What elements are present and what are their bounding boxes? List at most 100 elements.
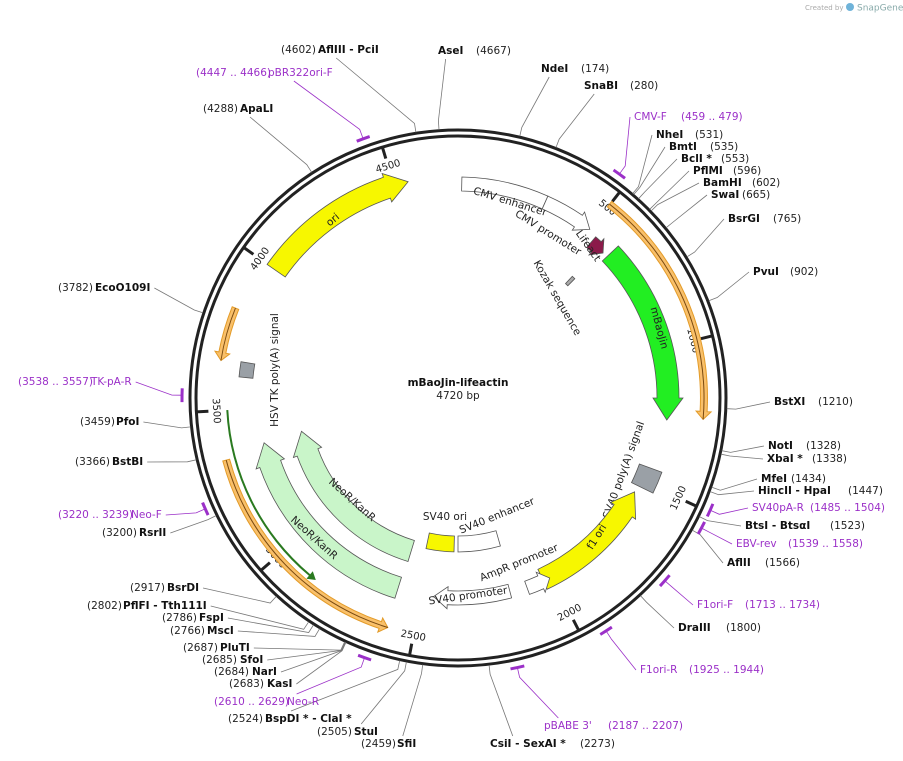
site-name: NheI xyxy=(656,129,683,141)
site-name: SfiI xyxy=(397,738,416,750)
site-name: KasI xyxy=(267,678,292,690)
highlight-line xyxy=(220,307,236,361)
site-position: (3366) xyxy=(75,456,110,468)
leader-line xyxy=(267,642,346,661)
leader-line xyxy=(633,146,666,195)
site-name: MfeI xyxy=(761,473,787,485)
feature-arrow xyxy=(541,195,591,231)
primer-name: CMV-F xyxy=(634,111,667,123)
site-name: DraIII xyxy=(678,622,711,634)
site-position: (4667) xyxy=(476,45,511,57)
primer-mark xyxy=(696,521,706,535)
feature-arrow xyxy=(630,463,663,494)
leader-line xyxy=(650,182,700,212)
primer-leader xyxy=(517,668,559,719)
site-position: (174) xyxy=(581,63,609,75)
primer-name: Neo-R xyxy=(287,696,319,708)
ruler-tick xyxy=(259,561,271,572)
leader-line xyxy=(649,170,690,210)
leader-line xyxy=(708,271,750,302)
primer-leader xyxy=(665,581,694,606)
ruler-label: 2500 xyxy=(400,629,427,645)
site-name: BstBI xyxy=(112,456,143,468)
site-position: (4288) xyxy=(203,103,238,115)
leader-line xyxy=(640,595,675,629)
site-name: SnaBI xyxy=(584,80,618,92)
site-position: (902) xyxy=(790,266,818,278)
site-name: ApaLI xyxy=(240,103,273,115)
leader-line xyxy=(711,478,758,491)
leader-line xyxy=(335,57,417,133)
site-position: (2683) xyxy=(229,678,264,690)
site-position: (2687) xyxy=(183,642,218,654)
leader-line xyxy=(665,194,708,229)
leader-line xyxy=(699,516,742,527)
ruler-tick xyxy=(380,146,388,160)
leader-line xyxy=(227,617,314,633)
site-position: (665) xyxy=(742,189,770,201)
leader-line xyxy=(170,515,217,534)
primer-name: pBABE 3' xyxy=(544,720,592,732)
primer-leader xyxy=(296,658,365,695)
primer-range: (3538 .. 3557) xyxy=(18,376,93,388)
site-name: PluTI xyxy=(220,642,250,654)
primer-name: EBV-rev xyxy=(736,538,777,550)
primer-range: (4447 .. 4466) xyxy=(196,67,271,79)
site-name: NotI xyxy=(768,440,793,452)
site-name: AseI xyxy=(438,45,463,57)
outer-ring xyxy=(188,128,728,668)
ruler-label: 4500 xyxy=(374,158,402,176)
leader-line xyxy=(290,660,401,712)
primer-range: (2187 .. 2207) xyxy=(608,720,683,732)
site-position: (2917) xyxy=(130,582,165,594)
site-position: (1338) xyxy=(812,453,847,465)
ruler-label: 3500 xyxy=(210,398,222,424)
site-name: BtsI - BtsαI xyxy=(745,520,810,532)
site-position: (602) xyxy=(752,177,780,189)
site-position: (2786) xyxy=(162,612,197,624)
site-position: (2684) xyxy=(214,666,249,678)
primer-name: F1ori-F xyxy=(697,599,733,611)
site-position: (553) xyxy=(721,153,749,165)
site-name: SfoI xyxy=(240,654,263,666)
site-position: (1800) xyxy=(726,622,761,634)
feature-arrow xyxy=(432,583,513,610)
site-name: NdeI xyxy=(541,63,568,75)
primer-mark xyxy=(201,501,210,516)
feature-arrow xyxy=(537,491,637,590)
leader-line xyxy=(692,529,724,564)
primer-leader xyxy=(710,507,749,515)
leader-line xyxy=(488,665,514,737)
ruler-tick xyxy=(685,499,698,508)
backbone xyxy=(188,128,728,668)
site-name: BspDI * - ClaI * xyxy=(265,713,352,725)
site-name: PfoI xyxy=(116,416,139,428)
site-position: (765) xyxy=(773,213,801,225)
primer-name: pBR322ori-F xyxy=(268,67,333,79)
feature-label: SV40 ori xyxy=(423,511,467,523)
feature-label: Kozak sequence xyxy=(531,258,584,337)
site-position: (2505) xyxy=(317,726,352,738)
site-position: (3200) xyxy=(102,527,137,539)
feature-arrow xyxy=(601,245,684,421)
ruler-label: 2000 xyxy=(556,602,584,624)
primer-range: (459 .. 479) xyxy=(681,111,743,123)
site-name: EcoO109I xyxy=(95,282,150,294)
site-name: CsiI - SexAI * xyxy=(490,738,566,750)
feature-arrow xyxy=(238,361,256,379)
leader-line xyxy=(437,58,447,130)
primer-leader xyxy=(165,508,205,516)
leader-line xyxy=(210,605,310,630)
feature-arrow xyxy=(255,442,403,599)
ruler-label: 1500 xyxy=(669,484,690,512)
feature-arrow xyxy=(292,430,415,562)
site-name: FspI xyxy=(199,612,224,624)
ruler-tick xyxy=(242,246,255,256)
site-position: (596) xyxy=(733,165,761,177)
site-name: AflIII - PciI xyxy=(318,44,379,56)
plasmid-length: 4720 bp xyxy=(436,390,480,402)
primer-name: F1ori-R xyxy=(640,664,677,676)
site-name: BamHI xyxy=(703,177,742,189)
primer-name: TK-pA-R xyxy=(90,376,132,388)
